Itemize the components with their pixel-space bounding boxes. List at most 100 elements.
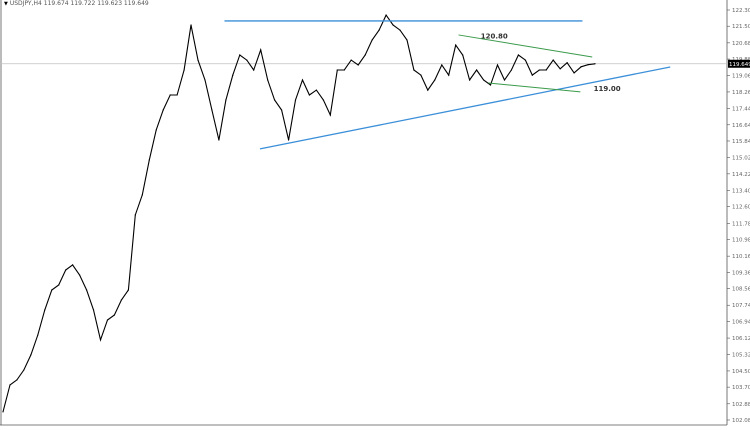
price-point (329, 114, 331, 116)
price-point (406, 39, 408, 41)
ohlc: 119.674 119.722 119.623 119.649 (43, 0, 149, 7)
price-point (308, 94, 311, 96)
y-tick-label: 107.740 (732, 303, 750, 309)
price-point (315, 89, 318, 91)
symbol: USDJPY,H4 (9, 0, 42, 7)
price-point (336, 69, 338, 71)
price-point (510, 69, 513, 71)
price-point (301, 79, 304, 81)
y-tick-label: 110.160 (732, 254, 750, 260)
price-point (462, 54, 464, 56)
price-point (531, 74, 533, 76)
y-tick-label: 116.640 (732, 123, 750, 129)
y-tick-label: 106.120 (732, 336, 750, 342)
price-point (85, 289, 88, 291)
price-point (427, 89, 429, 91)
price-point (113, 314, 116, 316)
price-point (225, 99, 227, 101)
price-point (587, 64, 589, 66)
chart-title: ▼ USDJPY,H4 119.674 119.722 119.623 119.6… (4, 0, 149, 7)
price-point (239, 54, 241, 56)
price-point (274, 99, 276, 101)
price-point (364, 54, 366, 56)
y-tick-label: 117.440 (732, 107, 750, 113)
y-tick-label: 112.600 (732, 205, 750, 211)
price-point (517, 54, 519, 56)
y-tick-label: 105.320 (732, 352, 750, 358)
price-point (23, 369, 25, 371)
price-point (92, 309, 95, 311)
price-point (580, 66, 582, 68)
price-point (476, 69, 478, 71)
y-tick-label: 119.060 (732, 74, 750, 80)
y-tick-label: 108.560 (732, 287, 750, 293)
price-point (148, 159, 150, 161)
price-point (120, 299, 122, 301)
price-point (72, 264, 74, 266)
price-point (413, 69, 415, 71)
price-point (573, 72, 575, 74)
price-point (448, 74, 450, 76)
price-point (280, 109, 283, 111)
price-point (37, 334, 39, 336)
price-point (287, 139, 290, 141)
price-point (552, 59, 554, 61)
price-point (134, 214, 136, 216)
price-point (260, 49, 262, 51)
price-point (169, 94, 171, 96)
y-tick-label: 113.400 (732, 188, 750, 194)
current-price-label: 119.649 (729, 62, 750, 68)
price-point (538, 69, 540, 71)
price-point (559, 68, 561, 70)
price-point (162, 109, 164, 111)
y-tick-label: 115.840 (732, 139, 750, 145)
price-point (176, 94, 178, 96)
price-point (489, 84, 492, 86)
current-price-badge (728, 59, 750, 68)
price-point (190, 24, 192, 26)
price-point (211, 109, 213, 111)
price-point (51, 289, 53, 291)
price-point (79, 274, 81, 276)
price-point (267, 79, 269, 81)
y-tick-label: 102.080 (732, 418, 750, 424)
price-point (455, 44, 457, 46)
y-tick-label: 121.500 (732, 24, 750, 30)
price-point (232, 74, 234, 76)
y-tick-label: 115.020 (732, 156, 750, 162)
y-tick-label: 118.260 (732, 90, 750, 96)
price-point (246, 59, 248, 61)
channel-upper (458, 34, 593, 58)
price-point (99, 339, 102, 341)
price-point (127, 289, 129, 291)
price-point (183, 69, 185, 71)
triangle-icon: ▼ (4, 1, 8, 7)
price-point (218, 139, 220, 141)
price-point (65, 269, 67, 271)
price-point (545, 69, 547, 71)
price-point (385, 14, 387, 16)
price-point (16, 379, 18, 381)
price-point (2, 411, 4, 413)
price-point (58, 284, 60, 286)
y-tick-label: 103.700 (732, 385, 750, 391)
price-point (9, 384, 11, 386)
y-tick-label: 114.220 (732, 172, 750, 178)
annotation-label: 119.00 (594, 85, 621, 93)
y-tick-label: 122.300 (732, 8, 750, 14)
price-point (566, 62, 568, 64)
price-point (197, 59, 199, 61)
price-point (155, 129, 157, 131)
y-tick-label: 110.980 (732, 238, 750, 244)
y-tick-label: 104.500 (732, 369, 750, 375)
price-point (294, 99, 297, 101)
annotation-label: 120.80 (481, 32, 508, 40)
price-point (44, 309, 46, 311)
price-point (441, 64, 443, 66)
price-point (322, 99, 324, 101)
y-tick-label: 106.940 (732, 319, 750, 325)
price-point (350, 59, 352, 61)
price-point (399, 29, 401, 31)
price-point (106, 319, 109, 321)
